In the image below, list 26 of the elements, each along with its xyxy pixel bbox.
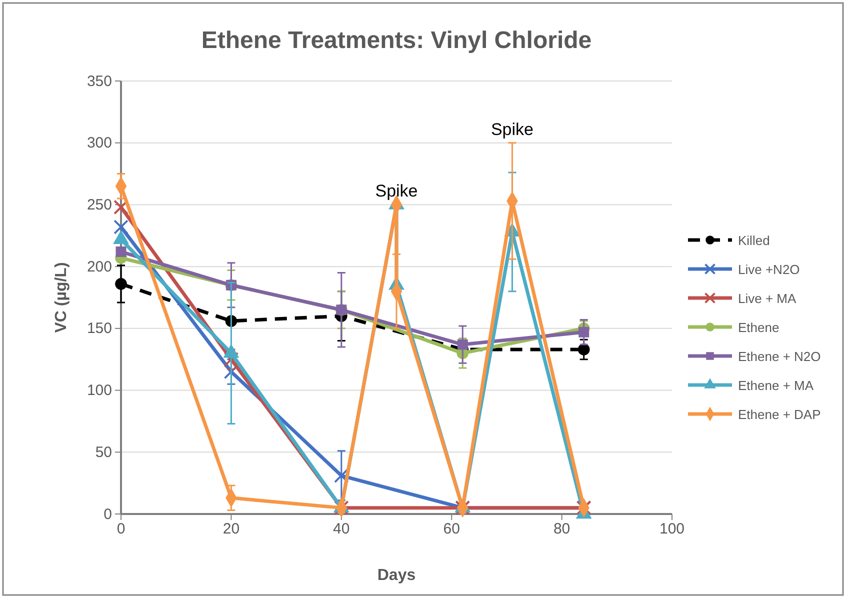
y-axis-title: VC (µg/L) (53, 262, 70, 333)
x-tick-label: 40 (333, 520, 350, 538)
chart-title: Ethene Treatments: Vinyl Chloride (201, 27, 592, 54)
y-tick-label: 200 (86, 258, 112, 276)
x-tick-label: 0 (116, 520, 126, 538)
y-tick-label: 150 (86, 320, 112, 338)
y-tick-label: 300 (86, 134, 112, 152)
y-tick-label: 250 (86, 196, 112, 214)
x-tick-label: 100 (659, 520, 685, 538)
annotation: Spike (375, 182, 418, 201)
legend-label: Live + MA (738, 291, 796, 306)
annotation: Spike (490, 120, 534, 139)
legend-label: Live +N2O (738, 262, 800, 277)
x-tick-label: 80 (553, 520, 570, 538)
legend-label: Ethene (738, 320, 780, 335)
legend-label: Ethene + N2O (738, 349, 821, 364)
y-tick-label: 350 (86, 72, 112, 90)
x-axis-title: Days (377, 567, 416, 584)
legend-label: Ethene + DAP (738, 407, 821, 422)
x-tick-label: 20 (222, 520, 240, 538)
x-tick-label: 60 (443, 520, 460, 538)
y-tick-label: 0 (104, 506, 112, 523)
y-tick-label: 50 (95, 444, 112, 461)
y-tick-label: 100 (86, 382, 112, 400)
legend-label: Ethene + MA (738, 378, 814, 393)
legend-label: Killed (738, 233, 770, 248)
